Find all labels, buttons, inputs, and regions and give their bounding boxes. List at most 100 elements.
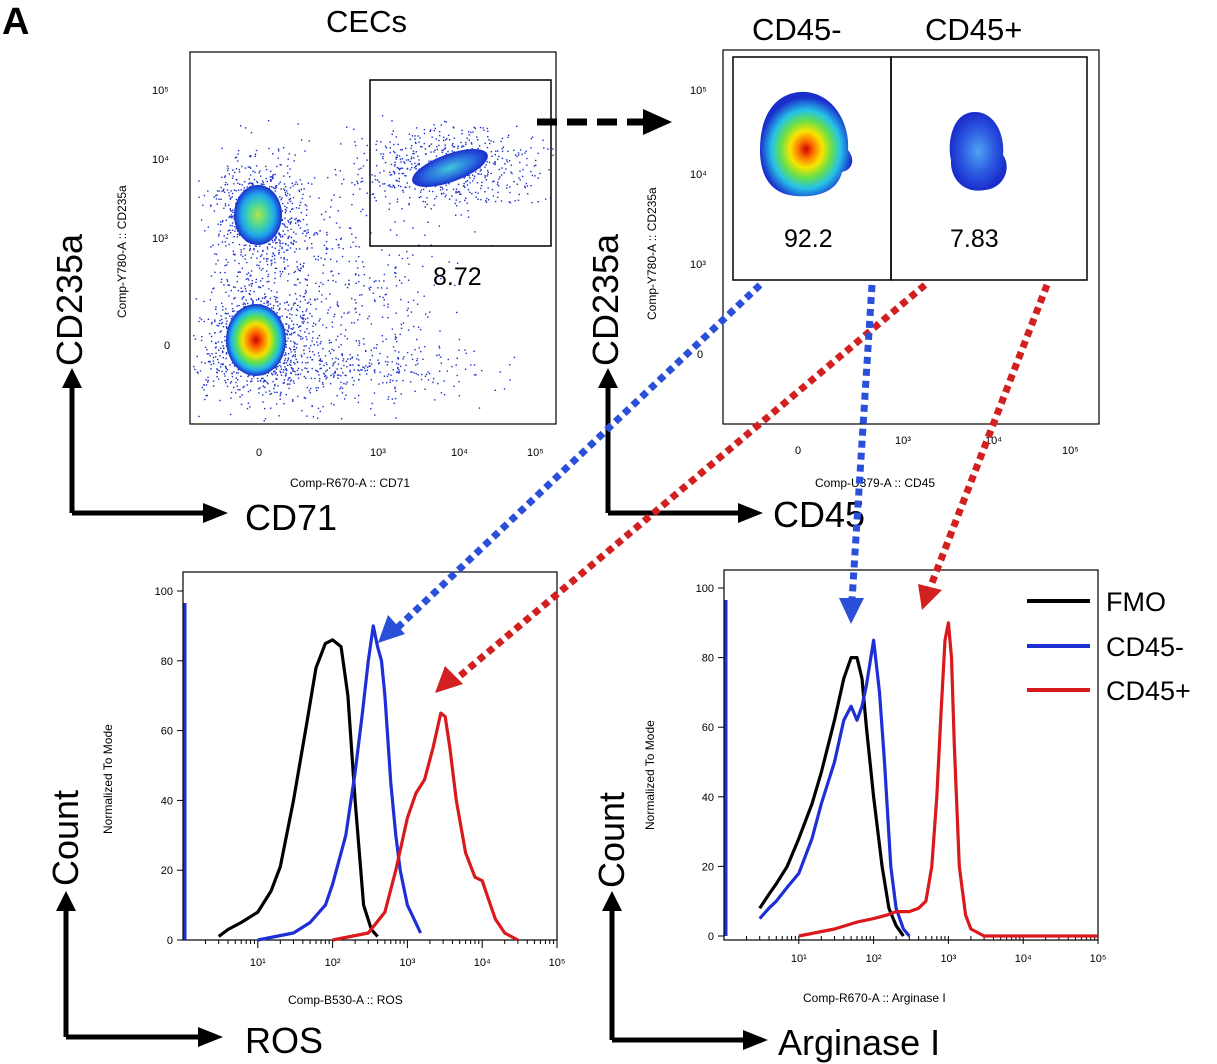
event-dot [428,145,431,147]
event-dot [327,309,330,311]
event-dot [231,192,234,195]
event-dot [370,232,372,234]
event-dot [286,259,288,261]
event-dot [313,322,315,324]
event-dot [406,182,408,184]
event-dot [286,301,288,303]
event-dot [196,371,199,373]
event-dot [344,335,346,337]
event-dot [303,230,305,232]
event-dot [422,358,424,360]
event-dot [387,317,389,319]
event-dot [396,180,398,182]
event-dot [275,187,277,189]
event-dot [298,248,301,250]
event-dot [265,169,268,171]
event-dot [340,143,342,145]
event-dot [452,142,454,145]
event-dot [352,241,354,243]
event-dot [258,388,260,390]
event-dot [283,224,286,226]
event-dot [306,209,308,211]
event-dot [437,382,439,385]
event-dot [208,353,210,355]
event-dot [203,384,205,386]
event-dot [226,369,228,371]
event-dot [272,373,274,376]
event-dot [305,214,308,216]
event-dot [519,149,522,151]
event-dot [225,219,227,221]
event-dot [369,289,371,291]
event-dot [219,399,221,402]
event-dot [254,153,257,155]
event-dot [328,339,331,341]
event-dot [446,138,448,140]
event-dot [276,374,279,376]
event-dot [433,204,435,206]
event-dot [284,268,286,270]
event-dot [318,285,320,288]
event-dot [323,218,325,221]
event-dot [418,141,420,143]
event-dot [416,360,418,362]
event-dot [505,168,507,170]
event-dot [298,219,300,221]
event-dot [537,177,539,179]
event-dot [315,232,318,234]
event-dot [374,178,377,181]
event-dot [358,370,360,372]
event-dot [281,197,283,199]
event-dot [290,379,293,381]
event-dot [346,126,348,128]
event-dot [287,158,289,160]
event-dot [349,354,351,356]
event-dot [394,165,396,167]
event-dot [282,230,284,232]
event-dot [315,258,317,260]
event-dot [290,340,292,342]
event-dot [249,249,251,252]
event-dot [237,368,239,371]
event-dot [216,369,219,371]
event-dot [354,144,357,147]
event-dot [266,246,269,248]
event-dot [326,376,328,379]
event-dot [228,243,230,246]
event-dot [260,183,262,185]
event-dot [249,247,251,250]
event-dot [455,364,457,366]
event-dot [454,202,456,205]
event-dot [386,375,389,377]
event-dot [351,233,353,235]
event-dot [340,418,343,420]
event-dot [409,138,412,141]
event-dot [317,417,319,419]
event-dot [406,167,409,170]
event-dot [337,363,340,365]
event-dot [288,235,291,238]
event-dot [458,381,460,383]
event-dot [280,366,282,368]
event-dot [237,271,239,273]
event-dot [485,200,487,202]
event-dot [346,381,348,383]
event-dot [299,330,302,332]
event-dot [396,371,398,374]
event-dot [465,352,467,355]
event-dot [342,248,344,250]
event-dot [236,305,238,307]
event-dot [268,280,270,283]
event-dot [338,247,340,249]
event-dot [234,230,236,232]
event-dot [224,175,226,177]
event-dot [472,174,474,176]
event-dot [330,199,333,201]
event-dot [316,298,319,300]
event-dot [412,299,415,302]
event-dot [209,333,211,335]
event-dot [198,180,200,182]
event-dot [291,320,293,322]
event-dot [290,241,292,244]
event-dot [338,374,340,376]
